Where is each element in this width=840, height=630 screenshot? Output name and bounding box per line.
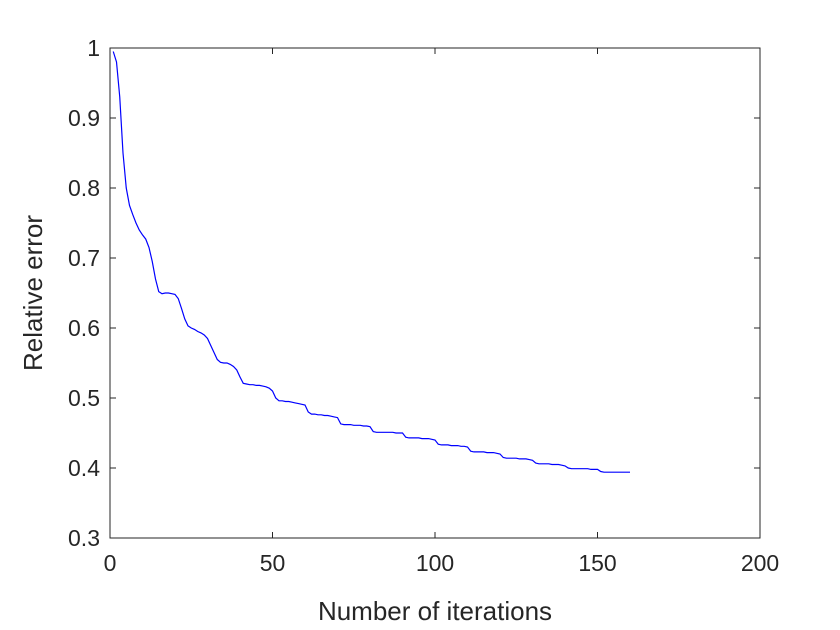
x-axis-label: Number of iterations	[318, 596, 552, 626]
y-tick-label: 0.4	[68, 455, 100, 481]
x-tick-label: 200	[741, 550, 779, 576]
tick-labels: 0 50 100 150 200 0.3 0.4 0.5 0.6 0.7 0.8 0.9 1	[68, 35, 779, 576]
y-tick-label: 0.5	[68, 385, 100, 411]
x-tick-label: 50	[260, 550, 286, 576]
y-tick-label: 0.3	[68, 525, 100, 551]
x-tick-label: 0	[104, 550, 117, 576]
plot-background	[110, 48, 760, 538]
y-tick-label: 0.7	[68, 245, 100, 271]
y-tick-label: 0.8	[68, 175, 100, 201]
plot-frame	[109, 47, 761, 539]
y-axis-label: Relative error	[18, 215, 48, 371]
x-tick-label: 150	[578, 550, 616, 576]
x-tick-label: 100	[416, 550, 454, 576]
y-tick-label: 1	[87, 35, 100, 61]
series-line	[112, 51, 630, 473]
y-tick-label: 0.9	[68, 105, 100, 131]
y-tick-label: 0.6	[68, 315, 100, 341]
